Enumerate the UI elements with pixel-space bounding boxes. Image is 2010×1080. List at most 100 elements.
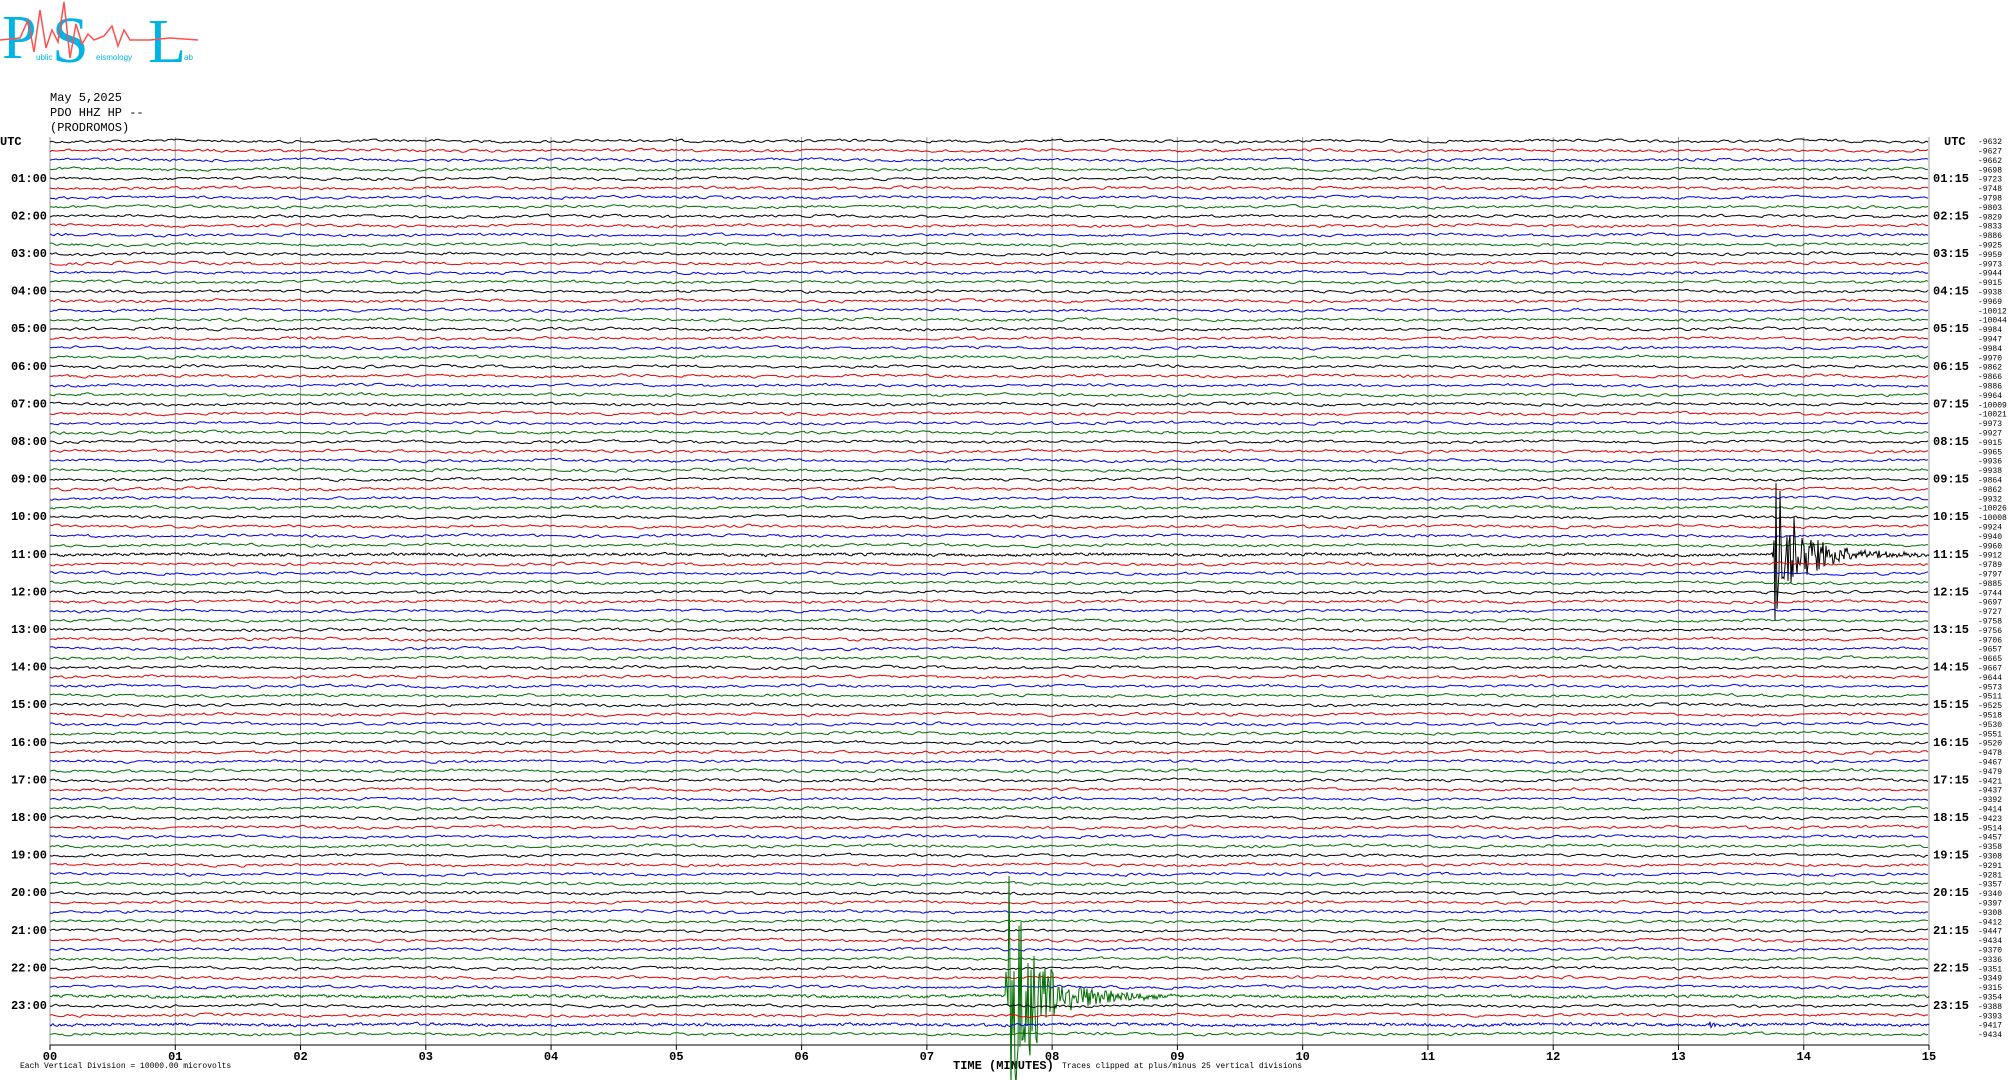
trace [49, 514, 1929, 520]
trace [49, 965, 1929, 971]
hour-label-left: 06:00 [11, 360, 47, 374]
logo: P S L ublic eismology ab [0, 1, 199, 77]
trace [49, 749, 1929, 755]
trace [49, 852, 1929, 859]
trace [49, 166, 1929, 172]
labels: 00 01 02 03 04 05 06 07 08 09 10 11 12 13 14 15-9632-96… [11, 138, 2007, 1064]
x-tick-label: 00 [43, 1050, 57, 1064]
hour-label-left: 17:00 [11, 773, 47, 787]
hour-label-left: 09:00 [11, 473, 47, 487]
trace-offset: -9862 [1978, 486, 2002, 495]
trace-offset: -9357 [1978, 881, 2002, 890]
trace-offset: -9551 [1978, 730, 2002, 739]
trace [49, 908, 1929, 915]
trace-offset: -9925 [1978, 242, 2002, 251]
x-tick-label: 11 [1421, 1050, 1435, 1064]
grid [49, 137, 1930, 1050]
trace [49, 598, 1929, 605]
location: (PRODROMOS) [50, 121, 129, 135]
hour-label-left: 11:00 [11, 548, 47, 562]
trace [49, 674, 1929, 680]
x-tick-label: 06 [794, 1050, 808, 1064]
trace [49, 683, 1929, 689]
trace [49, 354, 1929, 360]
trace [49, 523, 1929, 530]
trace [49, 1031, 1929, 1037]
trace [49, 636, 1929, 642]
trace [49, 504, 1929, 511]
hour-label-left: 18:00 [11, 811, 47, 825]
trace [49, 476, 1929, 482]
trace-offset: -9886 [1978, 383, 2002, 392]
trace [49, 721, 1929, 727]
trace [49, 542, 1928, 549]
trace [49, 410, 1929, 417]
trace [49, 871, 1929, 877]
trace [49, 768, 1929, 774]
trace [49, 777, 1929, 783]
hour-label-left: 13:00 [11, 623, 47, 637]
trace-offset: -9457 [1978, 834, 2002, 843]
trace-offset: -9667 [1978, 665, 2002, 674]
trace-offset: -9727 [1978, 608, 2002, 617]
trace-offset: -9756 [1978, 627, 2002, 636]
trace-offset: -9886 [1978, 232, 2002, 241]
trace [49, 880, 1929, 887]
trace-offset: -10044 [1978, 317, 2007, 326]
trace-offset: -9478 [1978, 749, 2002, 758]
trace-offset: -9723 [1978, 176, 2002, 185]
trace-offset: -9944 [1978, 270, 2002, 279]
trace-offset: -9291 [1978, 862, 2002, 871]
logo-word: eismology [96, 53, 132, 62]
trace-offset: -9864 [1978, 477, 2002, 486]
trace-offset: -9281 [1978, 871, 2002, 880]
trace-offset: -9530 [1978, 721, 2002, 730]
trace [49, 617, 1929, 624]
trace-offset: -9393 [1978, 1012, 2002, 1021]
trace [50, 875, 1930, 1080]
station: PDO HHZ HP -- [50, 106, 144, 120]
x-axis-title: TIME (MINUTES) [953, 1059, 1054, 1073]
hour-label-left: 19:00 [11, 849, 47, 863]
hour-label-right: 06:15 [1933, 360, 1969, 374]
x-tick-label: 08 [1045, 1050, 1059, 1064]
hour-label-right: 14:15 [1933, 661, 1969, 675]
hour-label-right: 21:15 [1933, 924, 1969, 938]
trace-offset: -9970 [1978, 354, 2002, 363]
trace [49, 956, 1929, 962]
date: May 5,2025 [50, 91, 122, 105]
trace [49, 711, 1929, 718]
x-tick-label: 15 [1922, 1050, 1936, 1064]
scale-note: Each Vertical Division = 10000.00 microv… [20, 1062, 231, 1071]
trace [49, 833, 1929, 840]
hour-label-left: 23:00 [11, 999, 47, 1013]
trace [49, 570, 1929, 576]
trace [49, 627, 1929, 633]
trace [49, 429, 1929, 436]
trace-offset: -9932 [1978, 495, 2002, 504]
trace [49, 232, 1929, 238]
trace-offset: -9417 [1978, 1022, 2002, 1031]
hour-label-left: 05:00 [11, 322, 47, 336]
trace [49, 420, 1929, 426]
trace [49, 251, 1929, 257]
trace-offset: -9467 [1978, 759, 2002, 768]
logo-wave [0, 1, 199, 59]
trace-offset: -9421 [1978, 777, 2002, 786]
trace-offset: -9936 [1978, 458, 2002, 467]
x-tick-label: 05 [669, 1050, 683, 1064]
trace-offset: -9354 [1978, 994, 2002, 1003]
trace [49, 439, 1929, 445]
hour-label-right: 01:15 [1933, 172, 1969, 186]
trace [50, 457, 1929, 464]
trace-offset: -9434 [1978, 937, 2002, 946]
hour-label-right: 16:15 [1933, 736, 1969, 750]
trace-offset: -9397 [1978, 900, 2002, 909]
trace-offset: -9573 [1978, 683, 2002, 692]
x-tick-label: 13 [1671, 1050, 1685, 1064]
hour-label-right: 02:15 [1933, 209, 1969, 223]
trace-offset: -9803 [1978, 204, 2002, 213]
hour-label-right: 07:15 [1933, 397, 1969, 411]
trace [49, 975, 1929, 981]
